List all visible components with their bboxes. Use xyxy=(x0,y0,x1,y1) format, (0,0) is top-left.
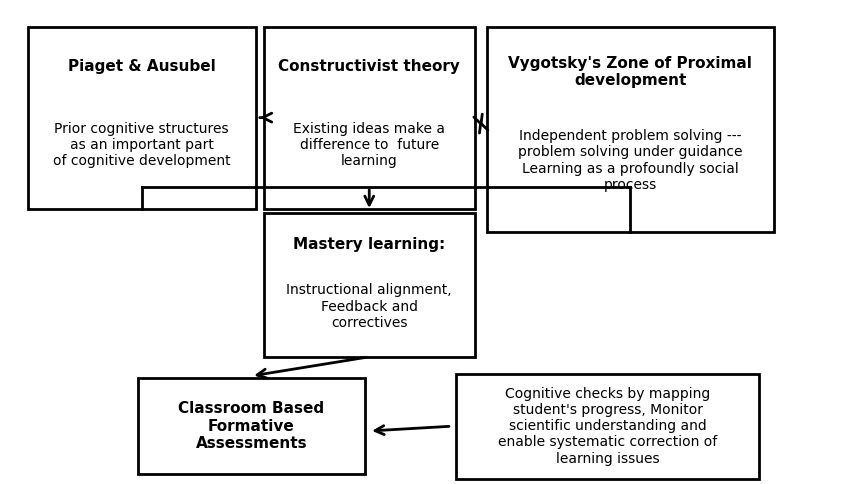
FancyBboxPatch shape xyxy=(264,27,475,209)
FancyBboxPatch shape xyxy=(28,27,255,209)
FancyBboxPatch shape xyxy=(456,374,759,479)
Text: Vygotsky's Zone of Proximal
development: Vygotsky's Zone of Proximal development xyxy=(509,56,752,88)
FancyBboxPatch shape xyxy=(488,27,773,232)
FancyBboxPatch shape xyxy=(264,213,475,357)
Text: Constructivist theory: Constructivist theory xyxy=(278,59,460,74)
Text: Cognitive checks by mapping
student's progress, Monitor
scientific understanding: Cognitive checks by mapping student's pr… xyxy=(498,387,717,466)
Text: Existing ideas make a
difference to  future
learning: Existing ideas make a difference to futu… xyxy=(293,121,445,168)
Text: Classroom Based
Formative
Assessments: Classroom Based Formative Assessments xyxy=(178,401,325,451)
FancyBboxPatch shape xyxy=(137,378,365,474)
Text: Mastery learning:: Mastery learning: xyxy=(293,237,445,252)
Text: Prior cognitive structures
as an important part
of cognitive development: Prior cognitive structures as an importa… xyxy=(53,121,231,168)
Text: Independent problem solving ---
problem solving under guidance
Learning as a pro: Independent problem solving --- problem … xyxy=(518,129,743,192)
Text: Instructional alignment,
Feedback and
correctives: Instructional alignment, Feedback and co… xyxy=(287,284,452,330)
Text: Piaget & Ausubel: Piaget & Ausubel xyxy=(68,59,215,74)
